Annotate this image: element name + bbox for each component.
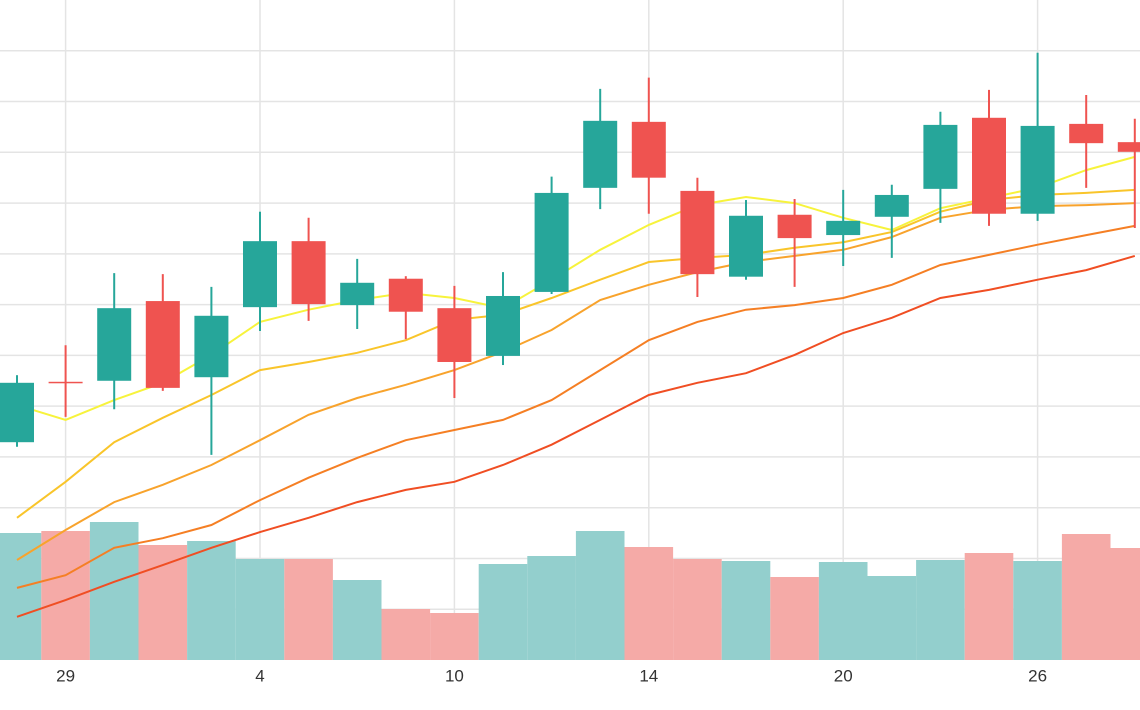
- volume-bars: [0, 522, 1140, 660]
- candle: [534, 176, 569, 294]
- volume-bar: [1013, 561, 1062, 660]
- candle-body: [145, 301, 180, 388]
- candle-body: [1020, 125, 1055, 214]
- candle: [340, 258, 375, 329]
- candle-body: [1117, 142, 1140, 152]
- candle-body: [777, 214, 812, 239]
- volume-bar: [187, 541, 236, 660]
- volume-bar: [430, 613, 479, 660]
- moving-average-line: [16, 224, 1135, 589]
- candle-body: [48, 381, 83, 384]
- candle-body: [874, 194, 909, 217]
- x-tick-label: 26: [1028, 666, 1047, 685]
- candle: [1020, 52, 1055, 221]
- candle: [486, 272, 520, 366]
- candle: [923, 111, 958, 223]
- volume-bar: [964, 553, 1014, 660]
- volume-bar: [381, 609, 431, 660]
- candle: [48, 345, 83, 417]
- candle: [729, 200, 763, 280]
- volume-bar: [138, 545, 188, 660]
- candle-body: [583, 120, 618, 188]
- candle: [291, 217, 326, 321]
- candle: [97, 273, 132, 410]
- candle-body: [534, 192, 569, 292]
- volume-bar: [235, 559, 285, 660]
- volume-bar: [624, 547, 674, 660]
- candle: [243, 211, 277, 332]
- candle: [972, 89, 1006, 226]
- candle-body: [0, 382, 34, 443]
- moving-average-line: [16, 202, 1135, 561]
- moving-average-line: [16, 254, 1136, 618]
- candle: [826, 189, 861, 267]
- candle: [1117, 118, 1140, 228]
- candle-body: [826, 220, 861, 236]
- x-tick-label: 4: [255, 666, 264, 685]
- candle: [631, 77, 666, 214]
- candles: [0, 52, 1140, 455]
- x-tick-label: 29: [56, 666, 75, 685]
- candle-body: [680, 190, 715, 275]
- candle-body: [194, 315, 229, 378]
- candle-body: [972, 117, 1006, 214]
- volume-bar: [527, 556, 576, 660]
- candle: [388, 276, 423, 340]
- candle-body: [291, 241, 326, 305]
- candle: [1069, 94, 1104, 188]
- candle-body: [923, 124, 958, 189]
- candle-body: [388, 278, 423, 312]
- candle: [437, 285, 472, 399]
- volume-bar: [575, 531, 625, 660]
- candle-body: [486, 295, 520, 356]
- volume-bar: [89, 522, 139, 660]
- candle-body: [1069, 123, 1104, 144]
- candle-body: [243, 241, 277, 308]
- volume-bar: [867, 576, 917, 660]
- candle-body: [729, 215, 763, 277]
- candle-body: [631, 121, 666, 178]
- volume-bar: [41, 531, 90, 660]
- volume-bar: [916, 560, 965, 660]
- x-tick-label: 14: [639, 666, 658, 685]
- candle: [680, 177, 715, 297]
- volume-bar: [0, 533, 42, 660]
- candle-body: [97, 308, 132, 381]
- volume-bar: [332, 580, 382, 660]
- volume-bar: [673, 559, 722, 660]
- candle: [145, 274, 180, 391]
- x-tick-label: 10: [445, 666, 464, 685]
- volume-bar: [478, 564, 528, 660]
- candle-body: [437, 308, 472, 362]
- moving-average-line: [16, 188, 1135, 519]
- volume-bar: [818, 562, 868, 660]
- volume-bar: [721, 561, 771, 660]
- candle: [0, 375, 34, 447]
- candle-body: [340, 282, 375, 306]
- x-tick-label: 20: [834, 666, 853, 685]
- candle: [583, 88, 618, 210]
- volume-bar: [1110, 548, 1140, 660]
- candle: [194, 286, 229, 455]
- volume-bar: [770, 577, 819, 660]
- volume-bar: [284, 559, 333, 660]
- volume-bar: [1061, 534, 1111, 660]
- candle: [777, 199, 812, 287]
- candle: [874, 184, 909, 258]
